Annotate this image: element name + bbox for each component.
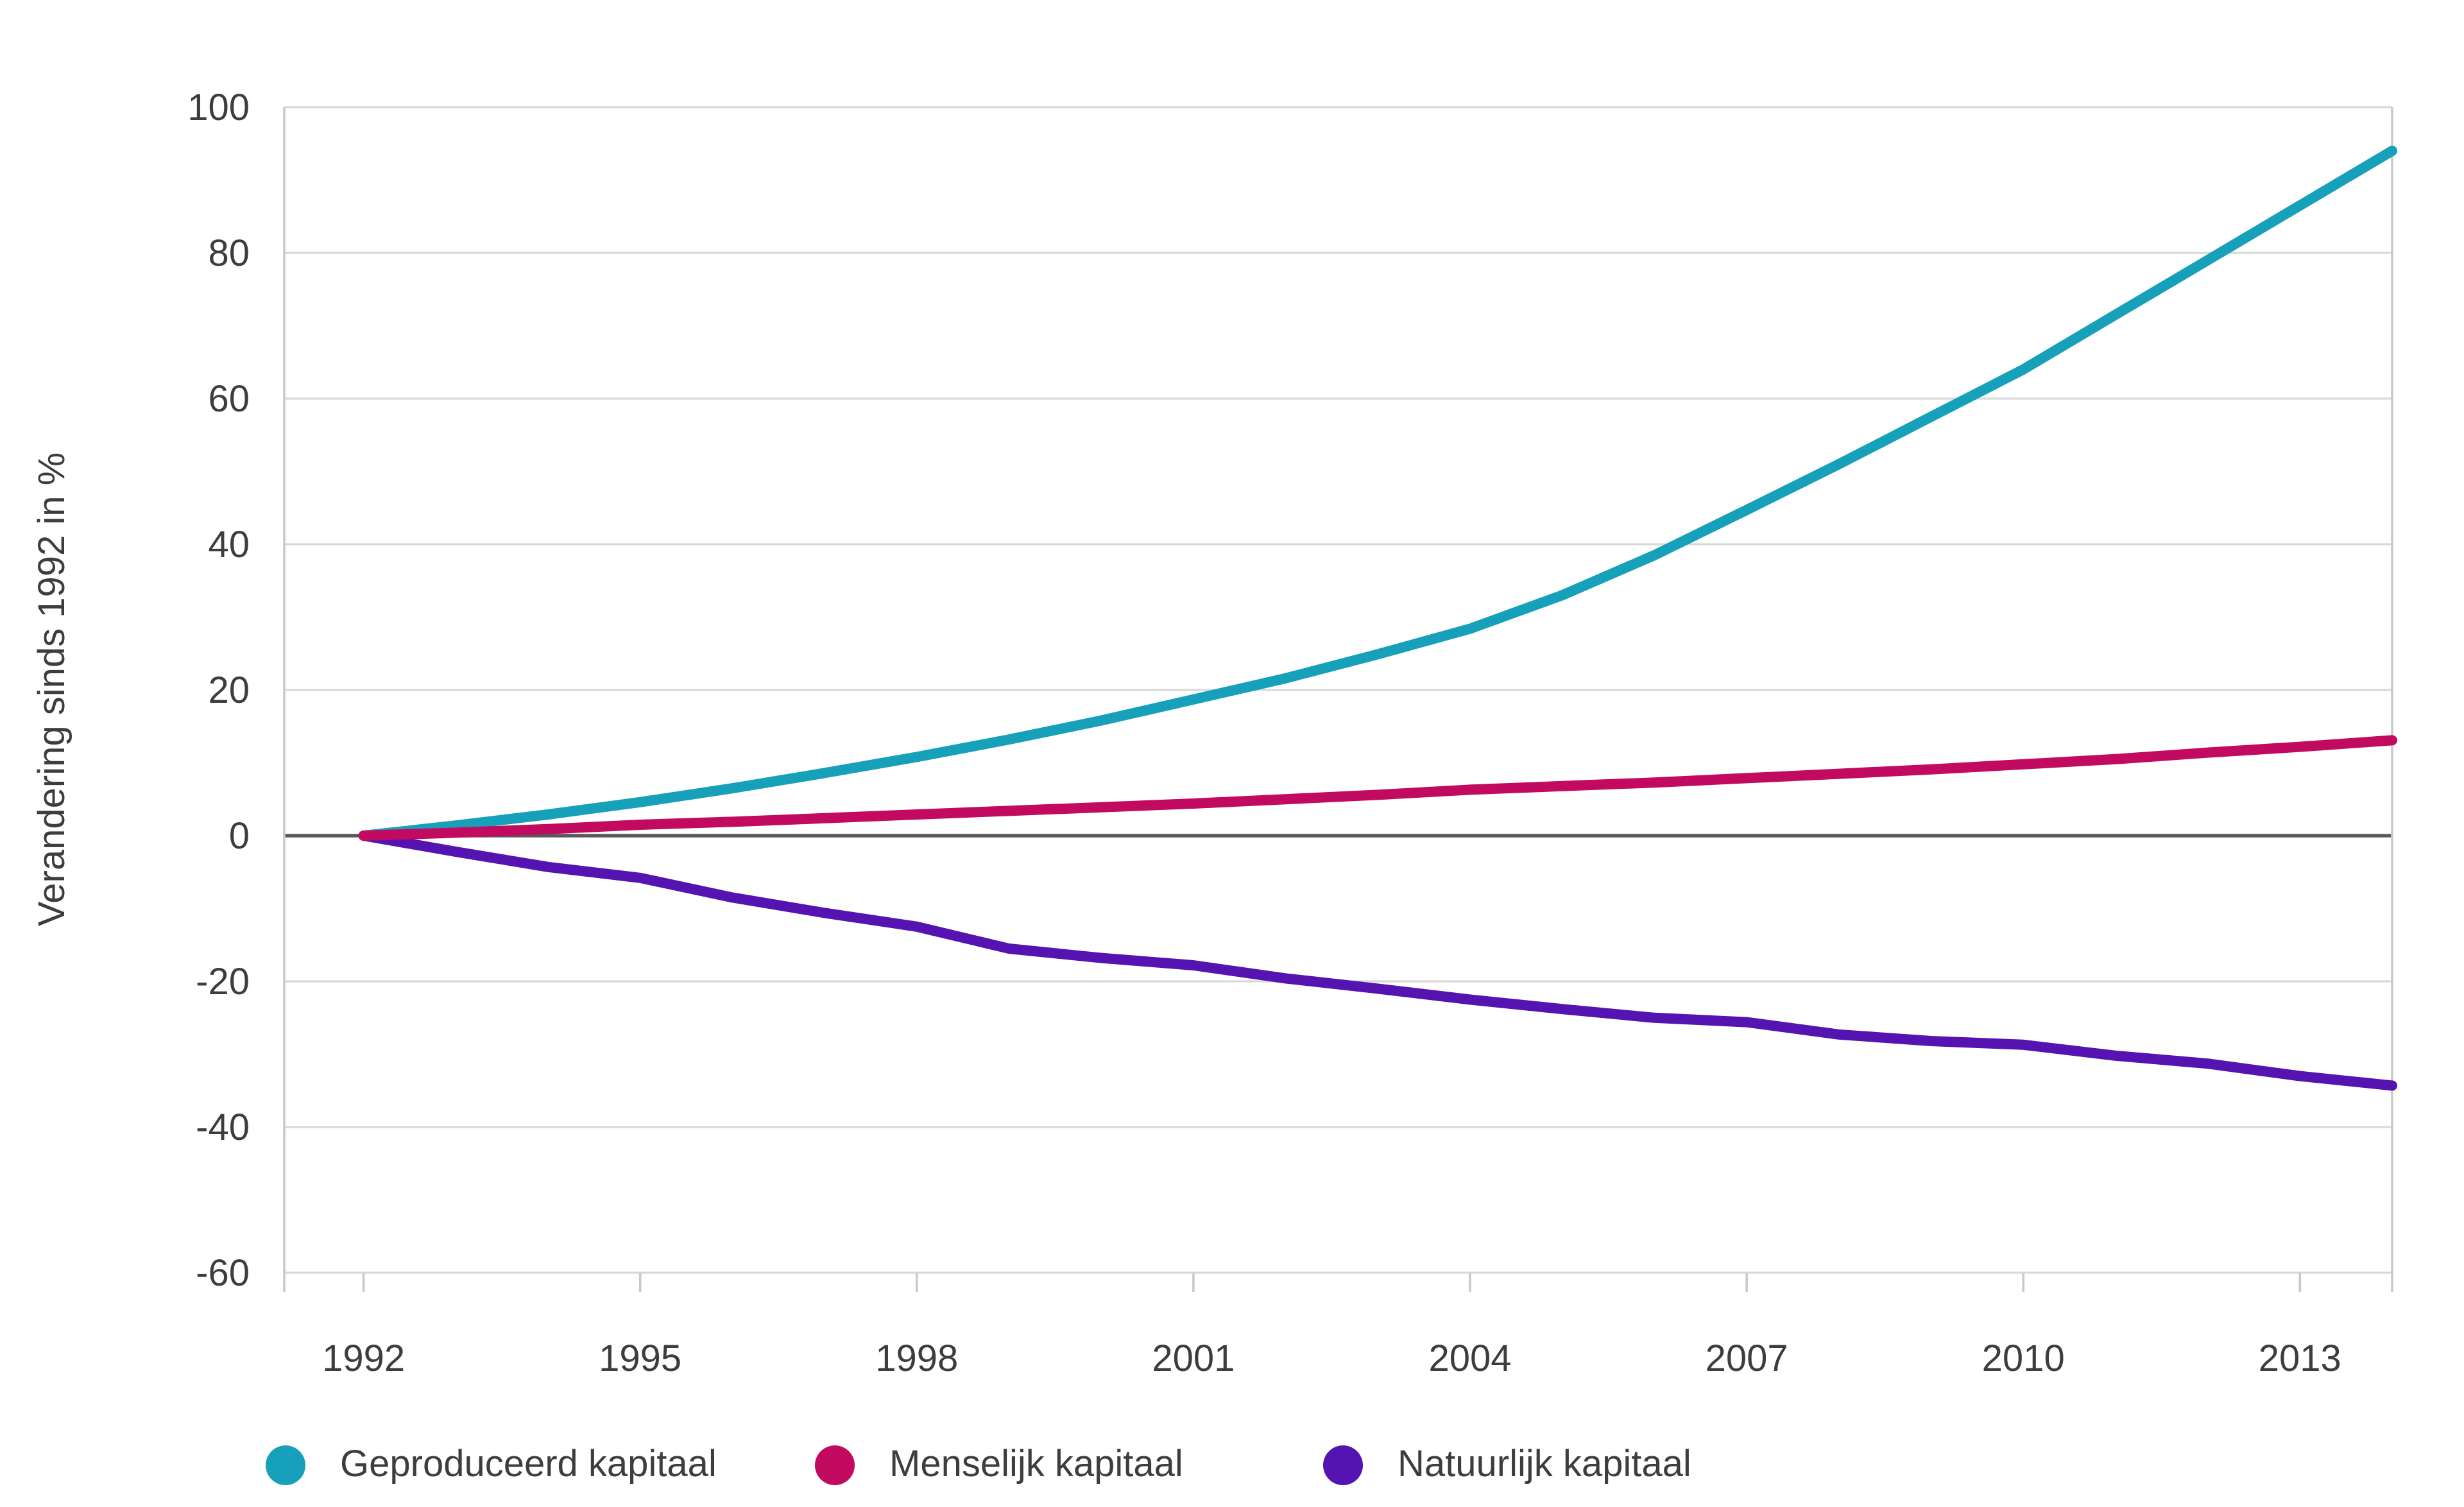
y-tick-label-40: 40 [208, 524, 250, 565]
legend-marker-geproduceerd-kapitaal-icon [266, 1445, 305, 1485]
series-line-natuurlijk-kapitaal [358, 831, 2397, 1091]
y-tick-label-60: 60 [208, 378, 250, 420]
x-tick-label-1992: 1992 [322, 1338, 405, 1379]
axis-frame [283, 107, 2393, 1273]
y-gridlines [284, 106, 2392, 1274]
legend: Geproduceerd kapitaal Menselijk kapitaal… [0, 1443, 2464, 1494]
x-tick-label-2004: 2004 [1428, 1338, 1511, 1379]
y-tick-labels: 100 80 60 40 20 0 -20 -40 -60 [187, 87, 250, 1294]
y-tick-label-20: 20 [208, 669, 250, 711]
x-tick-label-1995: 1995 [599, 1338, 681, 1379]
x-tick-label-2010: 2010 [1982, 1338, 2065, 1379]
series-line-geproduceerd-kapitaal [358, 146, 2397, 841]
x-tick-label-2013: 2013 [2259, 1338, 2341, 1379]
series-lines [358, 146, 2397, 1091]
legend-label: Menselijk kapitaal [889, 1444, 1183, 1485]
x-axis-ticks [283, 1273, 2393, 1292]
y-tick-label-80: 80 [208, 232, 250, 274]
legend-marker-menselijk-kapitaal-icon [815, 1445, 855, 1485]
x-tick-label-2001: 2001 [1152, 1338, 1235, 1379]
y-tick-label--20: -20 [196, 961, 250, 1003]
y-tick-label--40: -40 [196, 1107, 250, 1148]
y-axis-title: Verandering sinds 1992 in % [31, 452, 73, 926]
legend-item-menselijk-kapitaal: Menselijk kapitaal [815, 1443, 1183, 1486]
legend-item-geproduceerd-kapitaal: Geproduceerd kapitaal [266, 1443, 717, 1486]
x-tick-labels: 1992 1995 1998 2001 2004 2007 2010 2013 [322, 1338, 2341, 1379]
legend-label: Natuurlijk kapitaal [1398, 1444, 1691, 1485]
y-tick-label-0: 0 [229, 815, 250, 857]
y-tick-label--60: -60 [196, 1252, 250, 1294]
x-tick-label-1998: 1998 [875, 1338, 958, 1379]
legend-marker-natuurlijk-kapitaal-icon [1323, 1445, 1363, 1485]
y-tick-label-100: 100 [187, 87, 250, 128]
legend-item-natuurlijk-kapitaal: Natuurlijk kapitaal [1323, 1443, 1691, 1486]
legend-label: Geproduceerd kapitaal [340, 1444, 717, 1485]
x-tick-label-2007: 2007 [1706, 1338, 1788, 1379]
series-line-menselijk-kapitaal [358, 735, 2397, 841]
